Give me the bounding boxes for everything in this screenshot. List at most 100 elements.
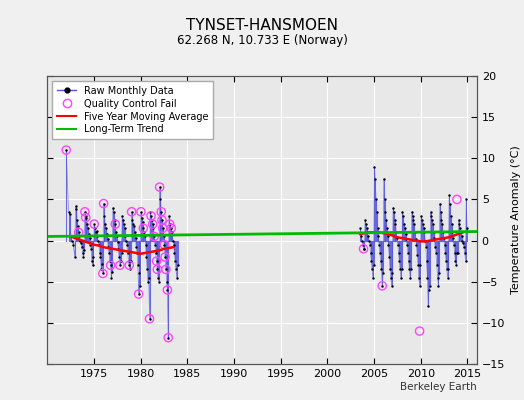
Point: [132, 235, 140, 241]
Point: [379, 270, 387, 277]
Point: [127, 208, 136, 215]
Point: [92, 228, 101, 234]
Point: [62, 147, 70, 153]
Point: [147, 213, 155, 219]
Point: [379, 176, 388, 182]
Point: [152, 258, 161, 264]
Point: [115, 254, 123, 260]
Point: [81, 214, 90, 221]
Point: [416, 328, 424, 334]
Point: [90, 221, 99, 227]
Point: [383, 225, 391, 232]
Point: [166, 221, 174, 227]
Point: [387, 283, 396, 289]
Point: [362, 221, 370, 227]
Point: [359, 246, 368, 252]
Point: [81, 214, 90, 221]
Point: [463, 225, 471, 232]
Point: [410, 221, 418, 227]
Point: [441, 250, 450, 256]
Point: [439, 229, 447, 236]
Point: [408, 213, 417, 219]
Point: [81, 208, 89, 215]
Point: [97, 266, 105, 272]
Point: [377, 266, 386, 272]
Point: [79, 254, 88, 260]
Point: [399, 213, 408, 219]
Point: [458, 237, 467, 244]
Point: [373, 208, 381, 215]
Point: [160, 242, 169, 248]
Point: [424, 303, 432, 310]
Point: [125, 262, 134, 268]
Point: [430, 235, 439, 241]
Point: [76, 237, 84, 244]
Point: [151, 250, 160, 256]
Point: [162, 266, 170, 272]
Point: [391, 221, 400, 227]
Point: [147, 213, 155, 219]
Point: [157, 208, 166, 215]
Point: [453, 196, 461, 203]
Point: [169, 242, 178, 248]
Point: [451, 250, 459, 256]
Point: [363, 229, 372, 236]
Point: [367, 258, 376, 264]
Point: [419, 225, 428, 232]
Point: [106, 258, 114, 264]
Point: [101, 221, 110, 227]
Point: [161, 254, 169, 260]
Point: [389, 204, 397, 211]
Point: [416, 262, 424, 268]
Point: [397, 274, 405, 281]
Point: [164, 334, 172, 341]
Point: [72, 206, 81, 212]
Point: [119, 221, 128, 227]
Point: [145, 274, 153, 281]
Point: [378, 283, 386, 289]
Point: [432, 250, 440, 256]
Point: [130, 222, 138, 229]
Point: [122, 237, 130, 244]
Point: [400, 221, 408, 227]
Point: [135, 291, 143, 297]
Point: [114, 246, 123, 252]
Point: [110, 208, 118, 215]
Point: [164, 334, 172, 341]
Point: [427, 213, 435, 219]
Point: [146, 208, 155, 215]
Point: [369, 274, 377, 281]
Point: [111, 221, 119, 227]
Point: [119, 217, 127, 223]
Point: [421, 237, 429, 244]
Point: [98, 260, 106, 267]
Point: [90, 221, 99, 227]
Point: [74, 229, 83, 236]
Point: [85, 231, 93, 237]
Point: [403, 242, 411, 248]
Point: [450, 242, 458, 248]
Point: [376, 250, 384, 256]
Point: [172, 274, 181, 281]
Point: [358, 237, 366, 244]
Point: [171, 258, 179, 264]
Point: [148, 221, 157, 227]
Point: [151, 242, 159, 248]
Point: [382, 217, 390, 223]
Point: [134, 262, 142, 268]
Point: [166, 225, 174, 232]
Point: [428, 217, 436, 223]
Point: [405, 266, 413, 272]
Point: [100, 200, 108, 207]
Point: [75, 233, 84, 240]
Point: [370, 163, 379, 170]
Point: [368, 266, 376, 272]
Point: [455, 221, 463, 227]
Point: [82, 213, 91, 219]
Point: [435, 270, 443, 277]
Point: [445, 192, 453, 198]
Point: [153, 266, 161, 272]
Point: [140, 233, 149, 240]
Point: [145, 316, 154, 322]
Point: [402, 236, 411, 242]
